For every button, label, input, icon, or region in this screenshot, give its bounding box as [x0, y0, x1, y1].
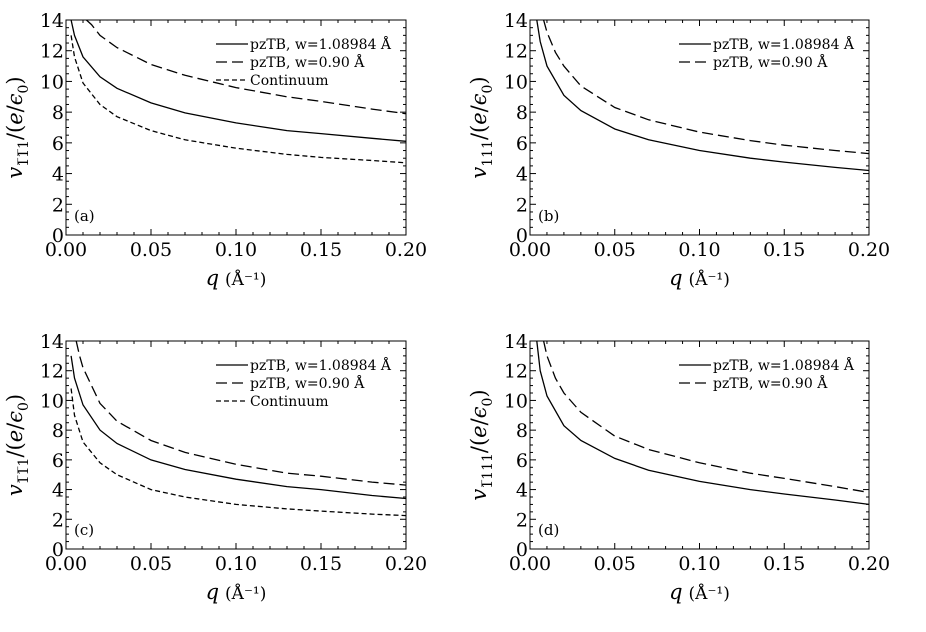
y-tick-label: 14: [504, 331, 528, 353]
x-tick-label: 0.05: [594, 239, 636, 261]
x-tick-label: 0.10: [678, 239, 720, 261]
y-tick-label: 2: [516, 509, 528, 531]
x-axis-label: q (Å⁻¹): [206, 266, 267, 290]
legend-label: pzTB, w=0.90 Å: [713, 374, 828, 392]
series-line-longdash: [542, 341, 869, 494]
x-tick-label: 0.15: [763, 553, 805, 575]
panel-label: (d): [538, 521, 559, 539]
y-tick-label: 2: [52, 509, 64, 531]
x-tick-label: 0.20: [848, 553, 890, 575]
series-line-longdash: [542, 20, 869, 155]
x-tick-label: 0.00: [509, 553, 551, 575]
legend-label: pzTB, w=0.90 Å: [250, 53, 365, 71]
y-tick-label: 0: [516, 225, 528, 247]
y-tick-label: 8: [516, 420, 528, 442]
panel-d: 0.00 0.05 0.10 0.15 0.20 0 2 4 6 8 10 12 14 pzTB, w=1…: [467, 331, 890, 604]
y-tick-label: 14: [40, 331, 64, 353]
panel-label: (c): [74, 521, 94, 539]
x-tick-label: 0.00: [45, 239, 87, 261]
y-tick-label: 4: [516, 164, 528, 186]
y-tick-label: 4: [52, 480, 64, 502]
y-tick-label: 12: [40, 41, 64, 63]
y-axis-label: v1̅111/(e/ϵ0): [467, 389, 496, 500]
y-tick-label: 0: [516, 539, 528, 561]
y-tick-label: 10: [504, 390, 528, 412]
x-tick-label: 0.05: [130, 553, 172, 575]
x-axis-label: q (Å⁻¹): [669, 266, 730, 290]
panel-c: 0.00 0.05 0.10 0.15 0.20 0 2 4 6 8 10 12 14 pzTB, w=1…: [3, 331, 427, 604]
series-line-solid: [70, 20, 406, 142]
x-tick-label: 0.20: [385, 239, 427, 261]
y-tick-label: 6: [516, 133, 528, 155]
series-group: [70, 341, 406, 517]
y-tick-label: 12: [504, 361, 528, 383]
series-line-solid: [70, 355, 406, 500]
y-tick-label: 10: [40, 390, 64, 412]
series-line-solid: [536, 341, 869, 506]
series-group: [70, 20, 406, 164]
y-tick-label: 8: [52, 420, 64, 442]
series-line-shortdash: [70, 388, 406, 517]
y-tick-label: 10: [504, 71, 528, 93]
y-axis-label: v1̅1̅1/(e/ϵ0): [3, 394, 32, 496]
y-tick-label: 4: [52, 164, 64, 186]
x-tick-label: 0.10: [215, 553, 257, 575]
legend-label: pzTB, w=1.08984 Å: [250, 35, 392, 53]
x-tick-label: 0.00: [45, 553, 87, 575]
y-tick-label: 6: [516, 450, 528, 472]
x-tick-label: 0.15: [763, 239, 805, 261]
series-line-longdash: [75, 341, 406, 486]
y-tick-label: 12: [504, 41, 528, 63]
x-tick-label: 0.10: [678, 553, 720, 575]
y-tick-label: 8: [516, 102, 528, 124]
panel-label: (b): [538, 207, 559, 225]
x-tick-label: 0.10: [215, 239, 257, 261]
series-line-solid: [536, 20, 869, 172]
y-tick-label: 10: [40, 71, 64, 93]
series-group: [536, 20, 869, 172]
y-axis-label: v111/(e/ϵ0): [467, 76, 496, 178]
x-axis-label: q (Å⁻¹): [206, 580, 267, 604]
x-axis-label: q (Å⁻¹): [669, 580, 730, 604]
panel-a: 0.00 0.05 0.10 0.15 0.20 0 2 4 6 8 10 12 14 pzTB, w=1…: [3, 10, 427, 290]
legend-label: pzTB, w=0.90 Å: [250, 374, 365, 392]
x-tick-label: 0.05: [130, 239, 172, 261]
legend-label: Continuum: [250, 73, 329, 89]
panel-b: 0.00 0.05 0.10 0.15 0.20 0 2 4 6 8 10 12 14 pzTB, w=1…: [467, 10, 890, 290]
y-tick-label: 8: [52, 102, 64, 124]
x-tick-label: 0.15: [300, 239, 342, 261]
y-axis-label: v1̅1̅1/(e/ϵ0): [3, 76, 32, 178]
y-tick-label: 6: [52, 133, 64, 155]
y-tick-label: 14: [40, 10, 64, 32]
legend-label: pzTB, w=0.90 Å: [713, 53, 828, 71]
legend-label: pzTB, w=1.08984 Å: [250, 356, 392, 374]
series-line-shortdash: [70, 35, 406, 164]
panel-label: (a): [74, 207, 95, 225]
y-tick-label: 14: [504, 10, 528, 32]
y-tick-label: 6: [52, 450, 64, 472]
x-tick-label: 0.15: [300, 553, 342, 575]
legend-label: Continuum: [250, 394, 329, 410]
legend-label: pzTB, w=1.08984 Å: [713, 35, 855, 53]
x-tick-label: 0.20: [848, 239, 890, 261]
y-tick-label: 2: [52, 194, 64, 216]
x-tick-label: 0.05: [594, 553, 636, 575]
series-group: [536, 341, 869, 506]
y-tick-label: 12: [40, 361, 64, 383]
legend-label: pzTB, w=1.08984 Å: [713, 356, 855, 374]
y-tick-label: 0: [52, 225, 64, 247]
series-line-longdash: [85, 20, 406, 115]
y-tick-label: 2: [516, 194, 528, 216]
x-tick-label: 0.20: [385, 553, 427, 575]
x-tick-label: 0.00: [509, 239, 551, 261]
y-tick-label: 0: [52, 539, 64, 561]
y-tick-label: 4: [516, 480, 528, 502]
